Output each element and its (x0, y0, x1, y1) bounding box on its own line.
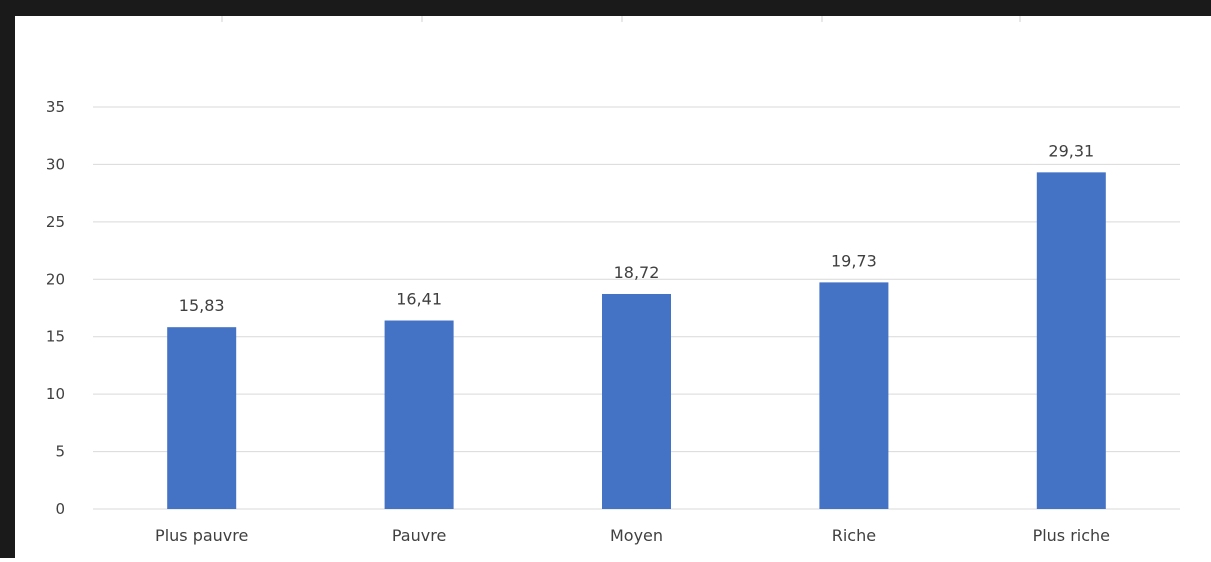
bar (819, 282, 889, 509)
bars (167, 172, 1106, 510)
bar (602, 293, 671, 509)
x-tick-label: Pauvre (392, 526, 446, 545)
data-label: 29,31 (1048, 141, 1094, 160)
y-tick-label: 10 (46, 385, 65, 403)
y-axis: 0 5 10 15 20 25 30 35 (46, 98, 65, 518)
sheet-top-border (0, 0, 1211, 16)
y-tick-label: 25 (46, 213, 65, 231)
data-label: 19,73 (831, 251, 877, 270)
bar (1036, 172, 1106, 510)
x-axis: Plus pauvre Pauvre Moyen Riche Plus riche (155, 526, 1110, 545)
y-tick-label: 5 (55, 443, 65, 461)
x-tick-label: Plus riche (1033, 526, 1110, 545)
data-label: 18,72 (614, 263, 660, 282)
sheet-left-border (0, 0, 15, 558)
data-label: 15,83 (179, 296, 225, 315)
data-labels: 15,83 16,41 18,72 19,73 29,31 (179, 141, 1094, 315)
x-tick-label: Moyen (610, 526, 663, 545)
x-tick-label: Riche (832, 526, 876, 545)
y-tick-label: 15 (46, 328, 65, 346)
cell-gridline-ticks (221, 16, 1021, 22)
y-tick-label: 20 (46, 270, 65, 288)
bar (384, 320, 454, 509)
y-tick-label: 0 (55, 500, 65, 518)
bar (167, 327, 237, 509)
x-tick-label: Plus pauvre (155, 526, 248, 545)
data-label: 16,41 (396, 290, 442, 309)
y-tick-label: 30 (46, 155, 65, 173)
y-tick-label: 35 (46, 98, 65, 116)
